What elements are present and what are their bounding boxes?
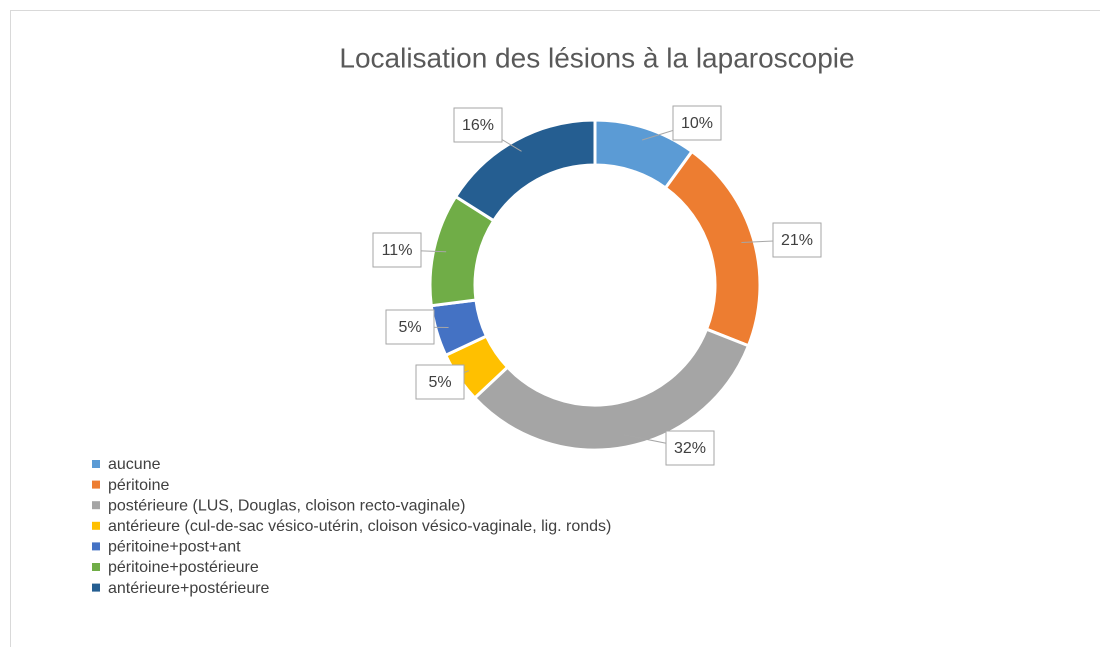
data-label: 11% [382,242,413,259]
legend-label: aucune [108,456,161,473]
data-label: 21% [781,232,813,249]
legend-swatch [92,460,100,468]
data-label: 10% [681,115,713,132]
data-label: 32% [674,440,706,457]
data-label: 16% [462,117,494,134]
legend-label: postérieure (LUS, Douglas, cloison recto… [108,497,466,514]
legend-label: antérieure+postérieure [108,580,270,597]
data-label: 5% [428,374,451,391]
data-label: 5% [398,319,421,336]
data-label-box [415,364,465,400]
legend-swatch [92,542,100,551]
donut-segment [663,149,762,348]
legend-label: péritoine+post+ant [108,539,241,556]
legend-label: péritoine+postérieure [108,559,259,576]
data-label-box [453,107,503,143]
donut-segment [453,118,597,223]
chart-frame [10,10,1100,647]
data-label-box [385,309,435,345]
legend-swatch [92,480,100,489]
legend-swatch [92,501,100,510]
legend-swatch [92,583,100,592]
legend-label: péritoine [108,477,169,494]
data-label-box [372,232,422,268]
data-label-box [672,105,722,141]
data-label-box [665,430,715,466]
legend-swatch [92,563,100,571]
legend-swatch [92,521,100,530]
data-label-box [772,222,822,258]
legend-label: antérieure (cul-de-sac vésico-utérin, cl… [108,518,611,535]
chart-title: Localisation des lésions à la laparoscop… [339,42,854,73]
